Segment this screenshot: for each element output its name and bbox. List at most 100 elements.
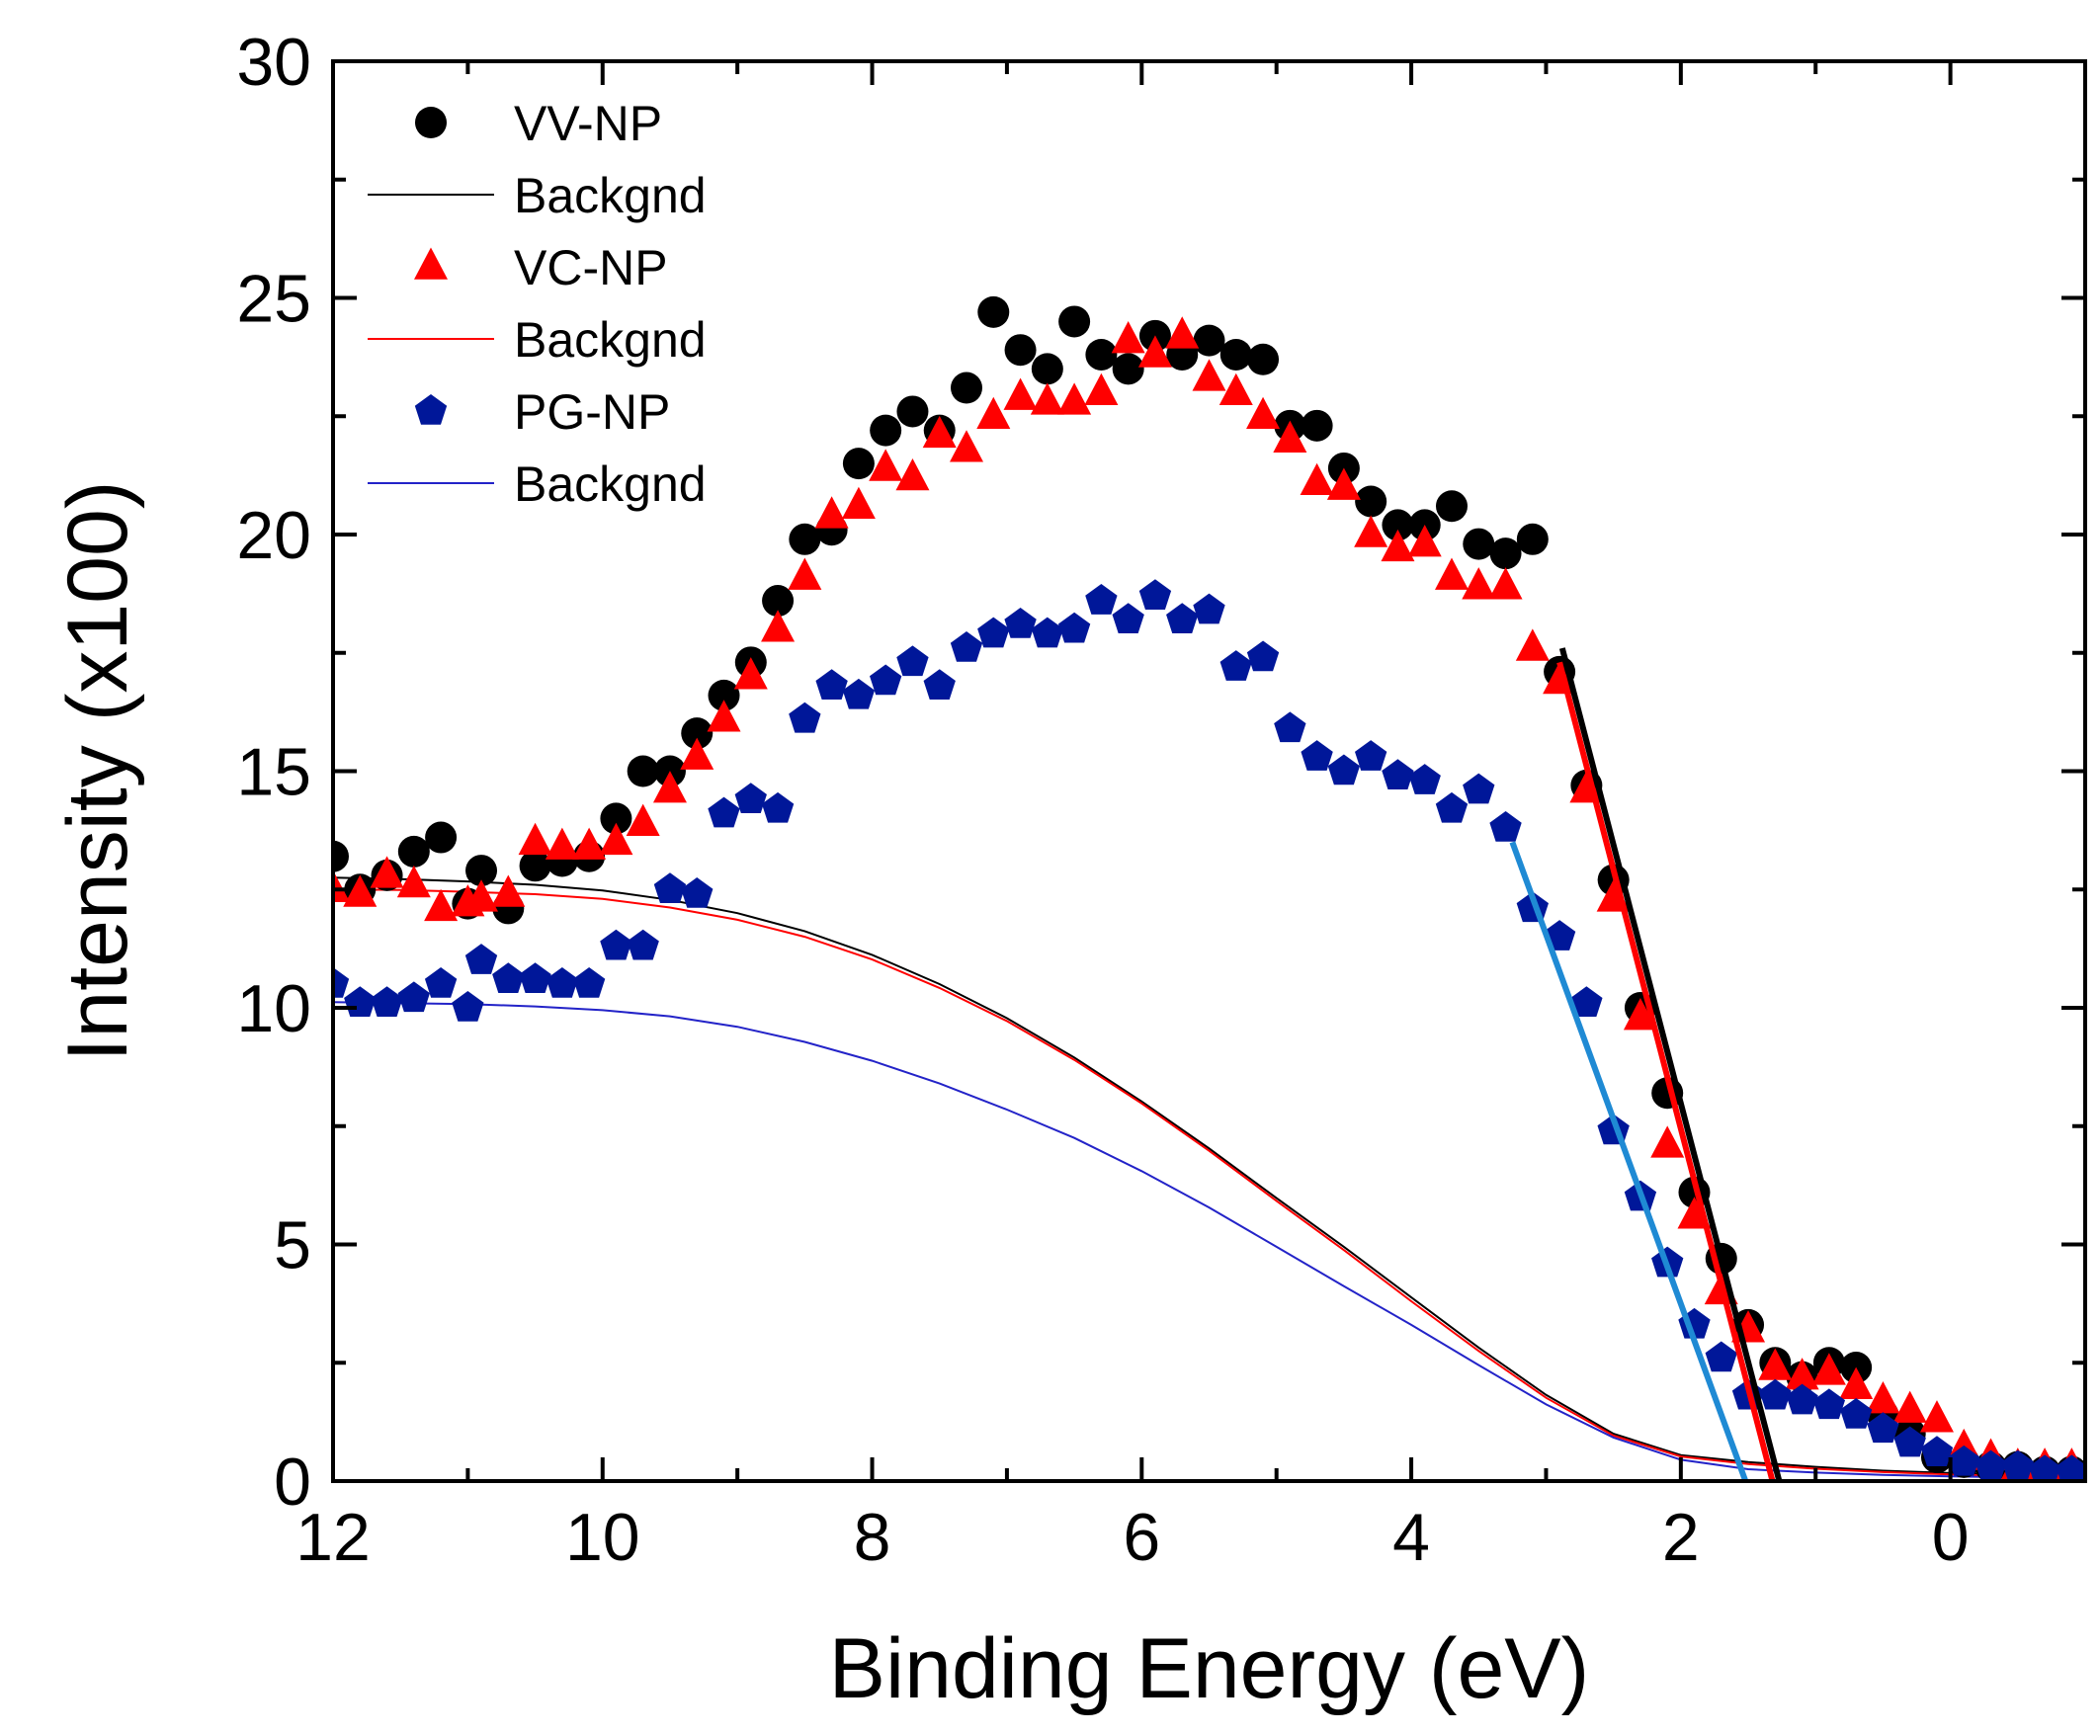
data-point-vc-np-2: [1866, 1381, 1900, 1414]
data-point-vc-np-2: [733, 657, 768, 690]
y-tick-label: 30: [236, 25, 311, 100]
y-tick-label: 20: [236, 498, 311, 573]
data-point-pg-np-4: [950, 630, 983, 662]
data-point-vv-np-0: [1355, 485, 1387, 518]
data-point-pg-np-4: [1057, 612, 1091, 643]
data-point-pg-np-4: [1974, 1449, 2007, 1481]
data-point-pg-np-4: [1246, 640, 1280, 672]
data-point-pg-np-4: [424, 967, 458, 998]
data-point-vc-np-2: [1111, 321, 1145, 354]
data-point-pg-np-4: [1382, 759, 1414, 790]
data-point-pg-np-4: [1759, 1378, 1792, 1410]
data-point-pg-np-4: [546, 967, 579, 998]
data-point-vc-np-2: [626, 803, 660, 836]
data-point-pg-np-4: [1031, 617, 1064, 648]
data-point-vc-np-2: [1462, 567, 1496, 600]
data-point-vc-np-2: [1811, 1353, 1846, 1385]
data-point-vc-np-2: [1785, 1358, 1819, 1390]
data-point-vc-np-2: [1273, 420, 1307, 453]
data-point-pg-np-4: [1570, 986, 1603, 1017]
data-point-vc-np-2: [1165, 316, 1200, 349]
legend-marker-triangle: [414, 247, 448, 280]
data-point-pg-np-4: [1301, 740, 1333, 771]
y-axis-title: Intensity (x100): [50, 481, 145, 1062]
data-point-vc-np-2: [370, 856, 404, 888]
data-point-vc-np-2: [788, 557, 822, 590]
data-point-pg-np-4: [1920, 1436, 1954, 1467]
data-point-pg-np-4: [1138, 579, 1172, 611]
data-point-vc-np-2: [424, 888, 459, 922]
data-point-vc-np-2: [1758, 1348, 1793, 1380]
y-tick-label: 10: [236, 971, 311, 1046]
data-point-vv-np-0: [1112, 353, 1144, 385]
data-point-vc-np-2: [1300, 462, 1334, 496]
legend-label: Backgnd: [514, 168, 707, 223]
y-tick-label: 5: [274, 1208, 311, 1283]
background-lines-layer: [333, 876, 2085, 1480]
series-line-backgnd-5: [333, 1001, 2085, 1480]
data-point-pg-np-4: [681, 877, 714, 908]
legend-entry: PG-NP: [414, 384, 670, 440]
data-point-vc-np-2: [976, 396, 1011, 429]
data-point-pg-np-4: [464, 944, 498, 974]
data-point-vc-np-2: [599, 822, 633, 856]
data-point-vc-np-2: [343, 874, 378, 907]
data-point-vc-np-2: [572, 827, 607, 860]
data-point-vv-np-0: [397, 835, 430, 868]
data-point-pg-np-4: [452, 991, 484, 1022]
data-point-vv-np-0: [1435, 490, 1468, 523]
data-point-vc-np-2: [707, 700, 741, 732]
data-point-vc-np-2: [1057, 382, 1092, 415]
data-point-pg-np-4: [789, 702, 821, 733]
x-tick-label: 4: [1392, 1500, 1430, 1575]
data-point-pg-np-4: [2001, 1449, 2034, 1481]
legend-label: PG-NP: [514, 384, 670, 440]
data-point-vv-np-0: [1489, 537, 1522, 570]
data-point-vv-np-0: [789, 523, 821, 555]
data-point-vc-np-2: [545, 827, 579, 860]
y-tick-label: 25: [236, 262, 311, 337]
data-point-pg-np-4: [653, 872, 687, 904]
data-point-vc-np-2: [464, 879, 499, 912]
data-point-vc-np-2: [1084, 372, 1119, 406]
series-line-backgnd-3: [333, 888, 2085, 1479]
data-point-pg-np-4: [923, 669, 956, 701]
data-point-pg-np-4: [519, 962, 551, 994]
data-point-vv-np-0: [842, 448, 875, 480]
data-point-vc-np-2: [396, 865, 431, 898]
x-tick-label: 10: [565, 1500, 640, 1575]
data-point-pg-np-4: [815, 669, 848, 701]
x-tick-label: 8: [854, 1500, 891, 1575]
legend-label: Backgnd: [514, 456, 707, 512]
data-point-pg-np-4: [1085, 584, 1118, 615]
legend-label: VC-NP: [514, 240, 668, 295]
data-point-pg-np-4: [734, 783, 767, 813]
data-point-vc-np-2: [1218, 372, 1253, 406]
data-point-vc-np-2: [1192, 359, 1226, 391]
data-point-vc-np-2: [1434, 557, 1469, 590]
data-point-vv-np-0: [1516, 523, 1549, 555]
data-point-pg-np-4: [1948, 1445, 1980, 1476]
data-point-vc-np-2: [1354, 515, 1388, 547]
data-point-vv-np-0: [896, 395, 929, 428]
data-point-vc-np-2: [1030, 382, 1064, 415]
legend-entry: Backgnd: [368, 312, 707, 368]
data-point-vv-np-0: [425, 821, 458, 854]
data-point-pg-np-4: [1166, 603, 1199, 633]
series-line-backgnd-1: [333, 876, 2085, 1478]
data-point-pg-np-4: [371, 986, 403, 1017]
data-point-pg-np-4: [1327, 754, 1361, 785]
legend-entry: VV-NP: [415, 96, 662, 151]
data-point-pg-np-4: [600, 929, 632, 960]
data-point-vv-np-0: [1463, 528, 1495, 560]
data-point-vv-np-0: [1058, 305, 1091, 338]
x-tick-label: 0: [1932, 1500, 1970, 1575]
data-point-vc-np-2: [1326, 467, 1361, 500]
y-tick-label: 0: [274, 1445, 311, 1520]
data-point-vc-np-2: [1246, 396, 1281, 429]
fit-line-2: [1509, 841, 1749, 1481]
data-point-pg-np-4: [1274, 711, 1306, 743]
legend: VV-NP Backgnd VC-NP Backgnd PG-NP Backgnd: [368, 96, 707, 512]
data-point-pg-np-4: [1112, 603, 1144, 633]
